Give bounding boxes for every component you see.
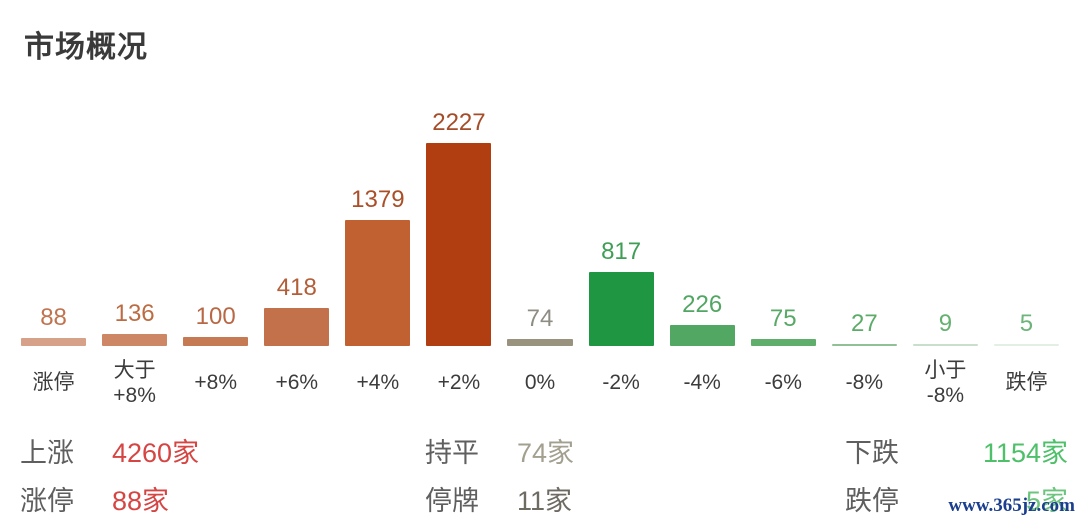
category-label: 大于 +8% xyxy=(113,358,156,407)
summary-label: 上涨 xyxy=(20,438,74,468)
category-label: +4% xyxy=(356,371,400,395)
bar-value-label: 27 xyxy=(850,309,878,337)
bar-value-label: 9 xyxy=(938,309,953,337)
bar xyxy=(426,143,492,346)
category-label: +2% xyxy=(437,371,481,395)
category-label: -6% xyxy=(764,371,802,395)
bar xyxy=(669,325,735,346)
bar-value-label: 418 xyxy=(276,273,317,301)
bar-value-label: 5 xyxy=(1019,309,1034,337)
bar-column: 226 xyxy=(669,290,735,346)
summary-group: 跌停 5家 xyxy=(845,479,1068,518)
category-label: 涨停 xyxy=(32,371,75,395)
bar xyxy=(588,272,654,346)
summary-group: 持平 74家 xyxy=(425,431,574,470)
bar xyxy=(912,344,978,346)
bar-value-label: 75 xyxy=(769,304,797,332)
category-label: +8% xyxy=(194,371,237,395)
bar-column: 74 xyxy=(507,304,573,346)
bar-column: 817 xyxy=(588,237,654,346)
bar xyxy=(264,308,330,346)
bar xyxy=(21,338,87,346)
category-label: -4% xyxy=(683,371,721,395)
bar-value-label: 2227 xyxy=(432,108,486,136)
bar-column: 88 xyxy=(21,303,87,346)
bar xyxy=(507,339,573,346)
summary-group: 下跌 1154家 xyxy=(845,431,1068,470)
summary-value: 11家 xyxy=(517,486,573,516)
summary-label: 涨停 xyxy=(20,486,74,516)
bar xyxy=(750,339,816,346)
bar xyxy=(345,220,411,346)
category-label: -8% xyxy=(845,371,883,395)
category-label: -2% xyxy=(602,371,640,395)
bar-column: 9 xyxy=(912,309,978,346)
summary-row-1: 上涨 4260家 持平 74家 下跌 1154家 xyxy=(0,431,1080,468)
summary-row-2: 涨停 88家 停牌 11家 跌停 5家 xyxy=(0,479,1080,516)
bar-column: 136 xyxy=(102,299,168,346)
summary-group: 涨停 88家 xyxy=(20,479,169,518)
bar-value-label: 100 xyxy=(195,302,236,330)
summary-label: 跌停 xyxy=(845,486,899,516)
summary-value: 74家 xyxy=(517,438,575,468)
bar xyxy=(993,344,1060,346)
bar-value-label: 136 xyxy=(114,299,155,327)
summary-group: 停牌 11家 xyxy=(425,479,572,518)
category-label: +6% xyxy=(275,371,319,395)
summary-label: 停牌 xyxy=(425,486,479,516)
summary-label: 持平 xyxy=(425,438,479,468)
summary-value: 4260家 xyxy=(112,438,200,468)
bar-column: 2227 xyxy=(426,108,492,346)
bar-column: 75 xyxy=(750,304,816,346)
page-title: 市场概况 xyxy=(24,31,148,64)
bar xyxy=(102,334,168,346)
bar-value-label: 817 xyxy=(601,237,642,265)
category-label: 跌停 xyxy=(1005,371,1048,395)
category-label: 0% xyxy=(524,371,556,395)
summary-value: 5家 xyxy=(1025,486,1068,516)
bar-value-label: 1379 xyxy=(351,185,405,213)
summary-label: 下跌 xyxy=(845,438,899,468)
summary-value: 88家 xyxy=(112,486,170,516)
bar-value-label: 88 xyxy=(40,303,67,331)
bar-chart: 88 136 100 418 1379 2227 74 817 226 75 27 9 5 xyxy=(0,95,1080,346)
category-axis: 涨停 大于 +8% +8% +6% +4% +2% 0% -2% -4% -6% -8% 小于 -8%… xyxy=(0,352,1080,414)
summary-group: 上涨 4260家 xyxy=(20,431,199,470)
bar-column: 100 xyxy=(183,302,249,346)
summary-value: 1154家 xyxy=(982,438,1068,468)
bar-column: 5 xyxy=(993,309,1060,346)
watermark: www.365jz.com xyxy=(948,495,1075,516)
bar-column: 1379 xyxy=(345,185,411,346)
bar-column: 27 xyxy=(831,309,897,346)
bar xyxy=(831,344,897,346)
bar-value-label: 226 xyxy=(682,290,723,318)
bar xyxy=(183,337,249,346)
bar-column: 418 xyxy=(264,273,330,346)
bar-value-label: 74 xyxy=(526,304,554,332)
category-label: 小于 -8% xyxy=(924,358,967,407)
